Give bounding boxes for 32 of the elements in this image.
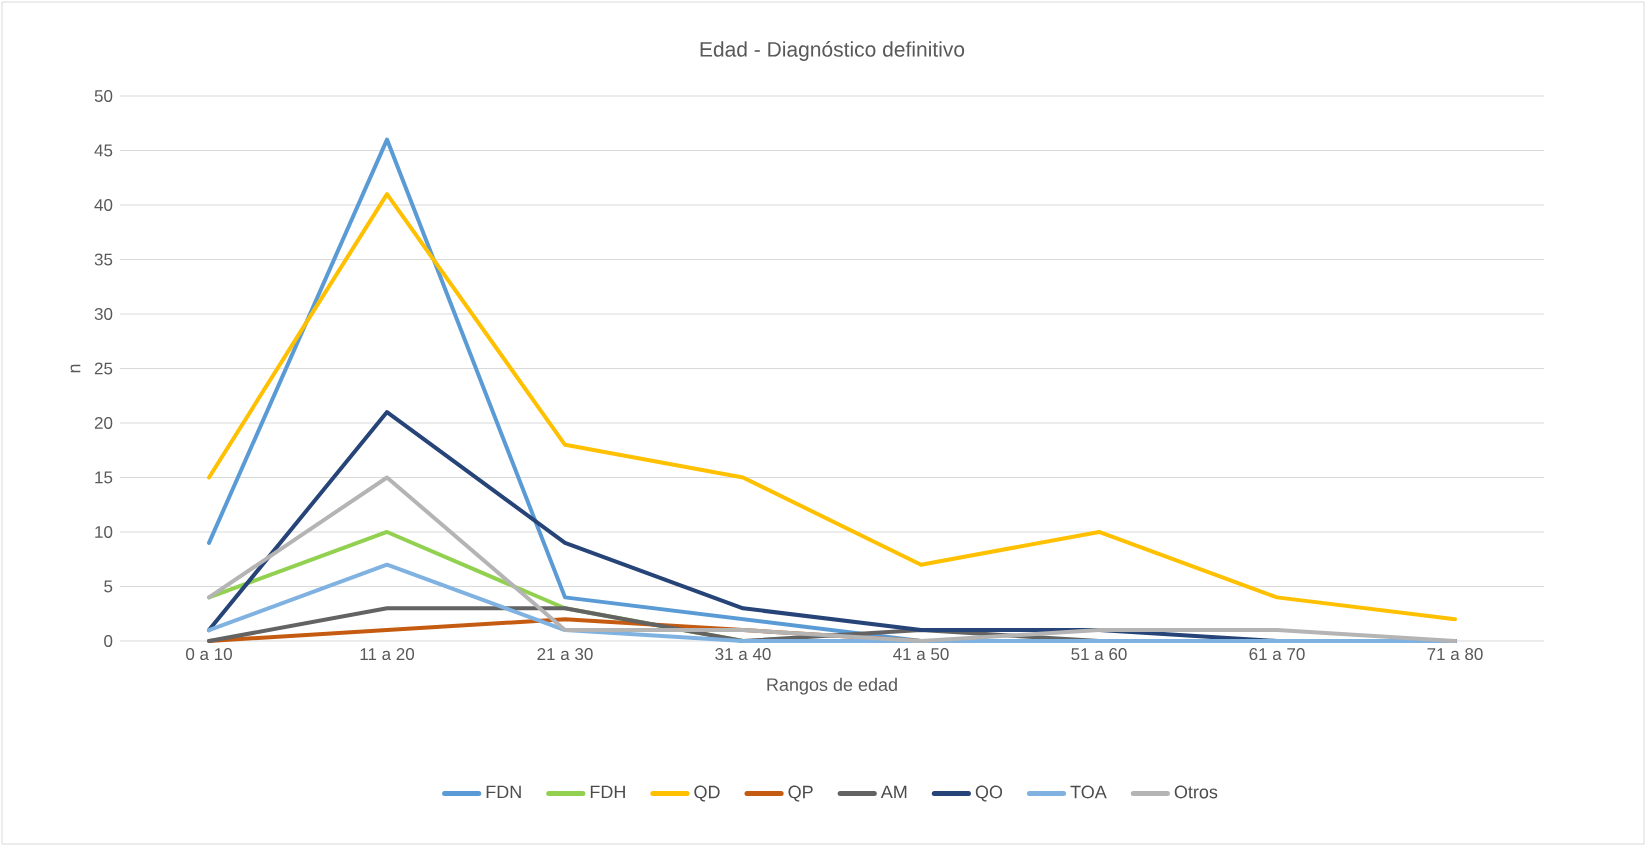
- chart-title: Edad - Diagnóstico definitivo: [700, 41, 965, 61]
- legend-label: QD: [694, 785, 720, 802]
- y-tick-label: 5: [104, 580, 113, 593]
- y-axis-title: n: [70, 364, 81, 373]
- x-tick-label: 61 a 70: [1249, 648, 1305, 661]
- y-tick-label: 0: [104, 634, 113, 647]
- y-tick-label: 45: [94, 144, 113, 157]
- legend-label: QO: [975, 785, 1003, 802]
- legend-label: FDH: [590, 785, 625, 799]
- y-tick-label: 15: [95, 471, 113, 484]
- line-series: [207, 475, 1457, 643]
- legend-label: AM: [880, 785, 907, 799]
- x-tick-label: 0 a 10: [186, 648, 232, 661]
- y-tick-label: 10: [95, 525, 113, 538]
- legend-label: FDN: [486, 785, 521, 799]
- x-axis-title: Rangos de edad: [767, 677, 897, 695]
- x-tick-label: 31 a 40: [715, 648, 771, 661]
- y-tick-label: 30: [94, 307, 113, 320]
- x-tick-label: 41 a 50: [893, 648, 949, 661]
- x-tick-label: 11 a 20: [360, 648, 415, 661]
- x-tick-label: 71 a 80: [1427, 648, 1483, 661]
- y-tick-label: 40: [94, 198, 113, 211]
- line-series: [207, 192, 1457, 622]
- legend-label: Otros: [1174, 785, 1218, 799]
- y-tick-label: 35: [94, 253, 113, 266]
- y-tick-label: 50: [94, 89, 113, 102]
- y-tick-label: 20: [94, 416, 113, 429]
- y-tick-label: 25: [94, 362, 113, 375]
- legend-label: QP: [788, 785, 813, 802]
- x-tick-label: 51 a 60: [1071, 648, 1127, 661]
- x-tick-label: 21 a 30: [537, 648, 593, 661]
- legend-label: TOA: [1070, 785, 1107, 799]
